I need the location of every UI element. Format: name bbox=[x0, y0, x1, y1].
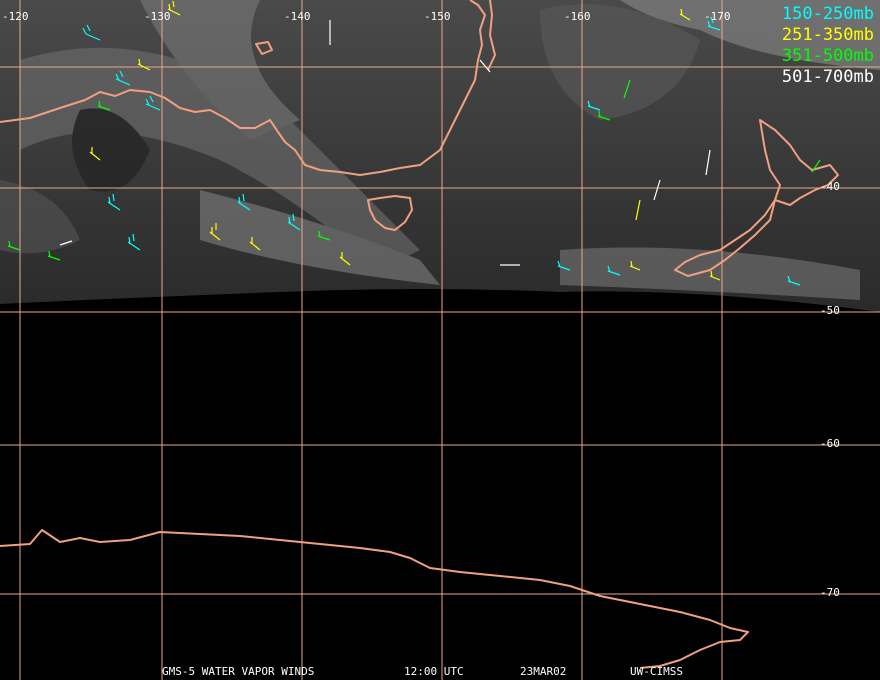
lat-label: -70 bbox=[820, 586, 840, 599]
credit-label: UW-CIMSS bbox=[630, 665, 683, 678]
tasmania-coast bbox=[367, 195, 413, 231]
wind-barbs-cyan bbox=[82, 16, 801, 286]
lat-label: -50 bbox=[820, 304, 840, 317]
moisture-swirls bbox=[0, 0, 880, 300]
lon-label: -120 bbox=[2, 10, 29, 23]
nz-north-island bbox=[759, 119, 839, 206]
legend-item-351-500: 351-500mb bbox=[781, 46, 874, 66]
time-label: 12:00 UTC bbox=[404, 665, 464, 678]
cape-york-coast bbox=[487, 0, 496, 71]
lon-label: -150 bbox=[424, 10, 451, 23]
legend-item-251-350: 251-350mb bbox=[781, 25, 874, 45]
lon-label: -130 bbox=[144, 10, 171, 23]
wind-barbs-white bbox=[59, 20, 711, 266]
product-label: GMS-5 WATER VAPOR WINDS bbox=[162, 665, 315, 678]
nz-south-island bbox=[674, 199, 776, 277]
lon-label: -170 bbox=[704, 10, 731, 23]
grid-labels: -120 -130 -140 -150 -160 -170 -40 -50 -6… bbox=[2, 10, 840, 599]
wind-barbs-yellow bbox=[89, 0, 721, 281]
legend-item-150-250: 150-250mb bbox=[781, 4, 874, 24]
wind-barbs-green bbox=[7, 79, 821, 261]
lat-label: -40 bbox=[820, 180, 840, 193]
lon-label: -140 bbox=[284, 10, 311, 23]
australia-coast bbox=[0, 0, 486, 176]
lat-label: -60 bbox=[820, 437, 840, 450]
date-label: 23MAR02 bbox=[520, 665, 567, 678]
antarctica-coast bbox=[0, 529, 749, 669]
pressure-legend: 150-250mb 251-350mb 351-500mb 501-700mb bbox=[782, 4, 874, 88]
island-small bbox=[255, 41, 273, 55]
lon-label: -160 bbox=[564, 10, 591, 23]
coastlines bbox=[0, 0, 839, 669]
legend-item-501-700: 501-700mb bbox=[781, 67, 874, 87]
